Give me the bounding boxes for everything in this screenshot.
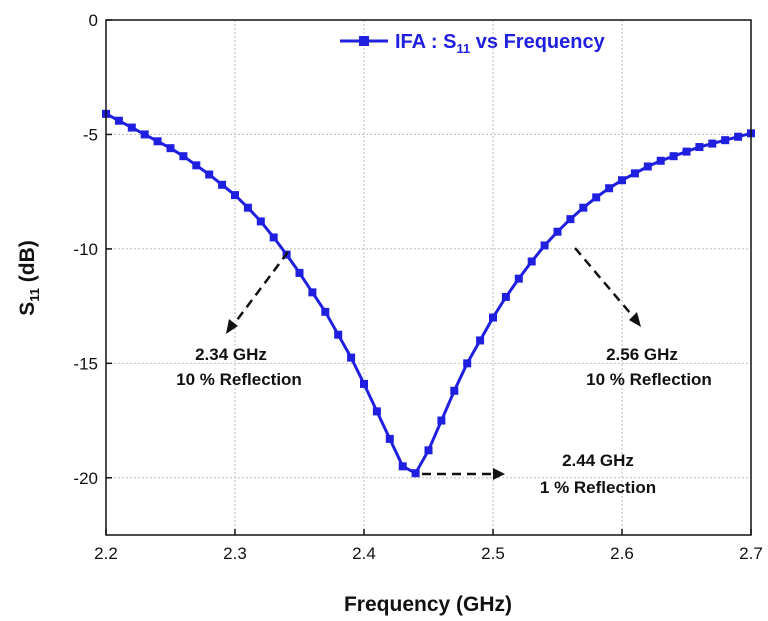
x-tick-label: 2.7 bbox=[739, 544, 763, 563]
data-point bbox=[734, 132, 743, 141]
x-tick-label: 2.5 bbox=[481, 544, 505, 563]
y-axis-title-main: S bbox=[16, 302, 39, 316]
data-point bbox=[618, 176, 626, 185]
data-point bbox=[437, 416, 446, 425]
data-point bbox=[205, 170, 214, 179]
data-point bbox=[476, 336, 485, 345]
data-point bbox=[308, 288, 317, 297]
legend-label-main: IFA : S bbox=[395, 31, 456, 53]
data-point bbox=[656, 156, 665, 165]
data-point bbox=[463, 359, 472, 368]
data-point bbox=[489, 313, 497, 322]
annotation-arrow-right bbox=[574, 247, 637, 321]
data-point bbox=[385, 434, 394, 443]
data-point bbox=[669, 152, 678, 161]
data-point bbox=[695, 143, 704, 152]
x-tick-label: 2.3 bbox=[223, 544, 247, 563]
x-axis-title: Frequency (GHz) bbox=[344, 593, 512, 616]
data-point bbox=[708, 139, 717, 148]
annotation-left-freq: 2.34 GHz bbox=[195, 345, 267, 364]
s11-series bbox=[102, 109, 755, 478]
annotations: 2.34 GHz 10 % Reflection 2.56 GHz 10 % R… bbox=[176, 247, 712, 497]
data-point bbox=[643, 162, 652, 171]
annotation-right-reflection: 10 % Reflection bbox=[586, 370, 712, 389]
data-point bbox=[140, 130, 149, 139]
data-point bbox=[321, 307, 330, 316]
data-point bbox=[605, 184, 614, 193]
data-point bbox=[514, 274, 523, 283]
y-tick-label: -10 bbox=[73, 240, 98, 259]
data-point bbox=[372, 407, 381, 416]
data-point bbox=[114, 116, 123, 125]
data-point bbox=[334, 330, 343, 339]
data-point bbox=[166, 144, 175, 153]
data-point bbox=[450, 386, 459, 395]
data-point bbox=[501, 292, 510, 301]
legend: IFA : S11 vs Frequency bbox=[340, 31, 606, 56]
annotation-arrowhead-right bbox=[629, 312, 641, 327]
data-point bbox=[398, 462, 407, 471]
data-point bbox=[347, 353, 356, 362]
annotation-arrowhead-left bbox=[226, 319, 238, 334]
x-tick-label: 2.6 bbox=[610, 544, 634, 563]
data-point bbox=[411, 469, 420, 478]
y-tick-label: -15 bbox=[73, 354, 98, 373]
grid-lines bbox=[106, 20, 751, 535]
annotation-arrowhead-bottom bbox=[493, 468, 505, 480]
y-axis-title-subscript: 11 bbox=[27, 288, 42, 302]
data-point bbox=[553, 227, 562, 236]
y-tick-label: 0 bbox=[89, 11, 98, 30]
legend-label: IFA : S11 vs Frequency bbox=[395, 31, 606, 56]
data-point bbox=[540, 241, 549, 250]
axis-ticks: 2.2 2.3 2.4 2.5 2.6 2.7 0 -5 -10 -15 -20 bbox=[73, 11, 762, 563]
data-point bbox=[682, 147, 691, 156]
data-point bbox=[579, 203, 588, 212]
data-point bbox=[630, 169, 639, 178]
data-point bbox=[192, 161, 201, 170]
y-tick-label: -20 bbox=[73, 469, 98, 488]
y-tick-label: -5 bbox=[83, 125, 98, 144]
data-point bbox=[721, 136, 730, 145]
legend-label-subscript: 11 bbox=[456, 41, 470, 56]
data-point bbox=[566, 215, 575, 224]
legend-label-rest: vs Frequency bbox=[470, 31, 605, 53]
annotation-bottom-freq: 2.44 GHz bbox=[562, 451, 634, 470]
data-point bbox=[592, 193, 601, 202]
data-point bbox=[424, 446, 433, 455]
data-point bbox=[295, 268, 304, 277]
x-tick-label: 2.4 bbox=[352, 544, 376, 563]
annotation-left-reflection: 10 % Reflection bbox=[176, 370, 302, 389]
plot-frame bbox=[105, 19, 752, 536]
annotation-bottom-reflection: 1 % Reflection bbox=[540, 478, 656, 497]
x-tick-label: 2.2 bbox=[94, 544, 118, 563]
series-line bbox=[105, 112, 752, 475]
data-point bbox=[127, 123, 136, 132]
y-axis-title-unit: (dB) bbox=[16, 240, 39, 288]
data-point bbox=[243, 203, 252, 212]
data-point bbox=[360, 379, 368, 388]
data-point bbox=[256, 217, 265, 226]
data-point bbox=[153, 137, 162, 146]
legend-marker-swatch bbox=[359, 36, 369, 46]
annotation-arrow-left bbox=[230, 251, 289, 329]
data-point bbox=[231, 191, 239, 200]
data-point bbox=[269, 233, 278, 242]
annotation-right-freq: 2.56 GHz bbox=[606, 345, 678, 364]
data-point bbox=[179, 152, 188, 161]
y-axis-title: S11 (dB) bbox=[16, 240, 42, 316]
data-point bbox=[218, 180, 227, 189]
data-point bbox=[527, 257, 536, 266]
